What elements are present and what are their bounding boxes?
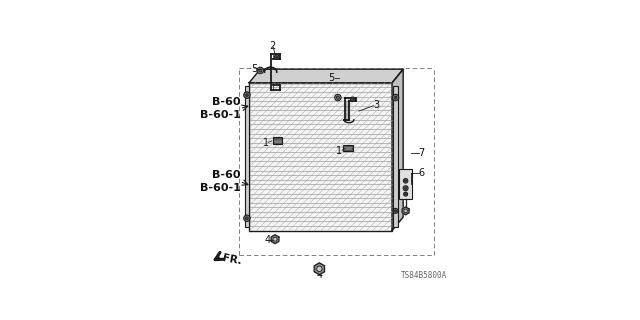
Text: 6: 6 (419, 168, 425, 178)
Polygon shape (402, 207, 409, 215)
Circle shape (257, 67, 264, 74)
Bar (399, 169, 412, 198)
Circle shape (244, 215, 250, 221)
Circle shape (393, 208, 398, 213)
Bar (273, 137, 282, 144)
Circle shape (404, 187, 407, 189)
Circle shape (244, 92, 250, 98)
Text: TS84B5800A: TS84B5800A (401, 271, 447, 280)
Polygon shape (314, 263, 324, 275)
Bar (249, 83, 392, 231)
Text: 1: 1 (263, 138, 269, 148)
Circle shape (336, 96, 339, 99)
Circle shape (403, 179, 408, 183)
Text: 5: 5 (328, 73, 335, 83)
Polygon shape (392, 69, 403, 231)
Circle shape (394, 96, 397, 99)
Text: FR.: FR. (222, 253, 243, 267)
Text: B-60
B-60-1: B-60 B-60-1 (200, 97, 241, 120)
Circle shape (276, 56, 278, 58)
Text: 4: 4 (264, 235, 270, 245)
Circle shape (392, 94, 399, 101)
Text: B-60
B-60-1: B-60 B-60-1 (200, 170, 241, 193)
Circle shape (246, 94, 248, 97)
Text: 3: 3 (373, 100, 379, 110)
Text: 7: 7 (419, 148, 425, 158)
Polygon shape (271, 235, 279, 244)
Circle shape (351, 97, 355, 101)
Polygon shape (249, 69, 403, 83)
Polygon shape (345, 101, 349, 120)
Text: 1: 1 (336, 146, 342, 156)
Bar (343, 145, 353, 151)
Bar (244, 86, 249, 227)
Circle shape (351, 98, 354, 100)
Circle shape (404, 192, 408, 196)
Circle shape (273, 237, 277, 241)
Text: 2: 2 (269, 41, 276, 51)
Circle shape (404, 180, 406, 182)
Text: 4: 4 (316, 270, 323, 280)
Circle shape (275, 55, 279, 59)
Circle shape (404, 193, 406, 195)
Circle shape (394, 210, 397, 212)
Circle shape (335, 94, 341, 101)
Text: 5: 5 (251, 64, 257, 74)
Circle shape (259, 69, 262, 72)
Bar (394, 86, 397, 227)
Circle shape (317, 266, 322, 271)
Circle shape (403, 186, 408, 191)
Circle shape (246, 217, 248, 220)
Circle shape (404, 209, 408, 213)
